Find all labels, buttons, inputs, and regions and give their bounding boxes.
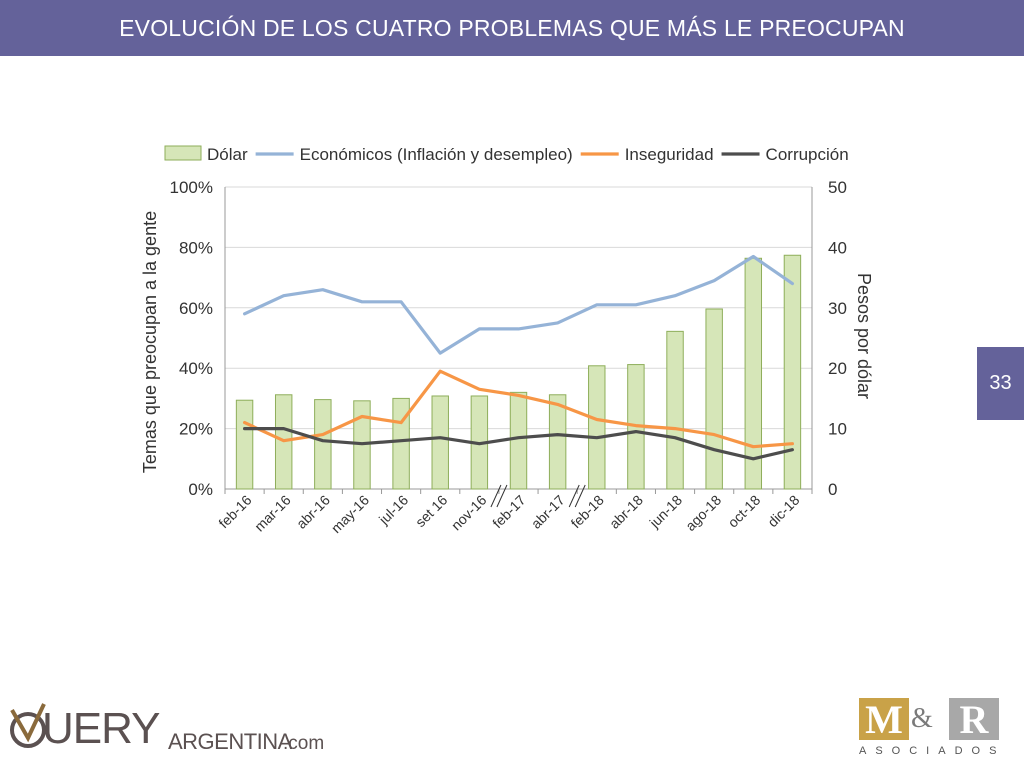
bar-dolar xyxy=(666,330,684,490)
x-tick-label: mar-16 xyxy=(251,492,294,535)
legend-label: Económicos (Inflación y desempleo) xyxy=(300,145,573,164)
page-title-bar: EVOLUCIÓN DE LOS CUATRO PROBLEMAS QUE MÁ… xyxy=(0,0,1024,56)
x-tick-label: jul-16 xyxy=(375,492,411,528)
bar-dolar xyxy=(783,254,802,490)
legend-swatch-dolar xyxy=(164,145,202,161)
x-tick-label: abr-18 xyxy=(606,492,646,532)
legend-label: Dólar xyxy=(207,145,248,164)
q-logo-icon xyxy=(10,703,46,748)
bar-dolar xyxy=(235,399,254,490)
mr-logo-m: M xyxy=(859,697,909,742)
y-axis-title: Temas que preocupan a la gente xyxy=(140,211,160,473)
mr-logo-subtitle: ASOCIADOS xyxy=(859,745,1006,757)
axis-break-mark xyxy=(490,484,502,508)
x-tick-label: ago-18 xyxy=(682,492,724,534)
bar-dolar xyxy=(392,397,410,490)
page-title: EVOLUCIÓN DE LOS CUATRO PROBLEMAS QUE MÁ… xyxy=(119,14,905,41)
dotcom-wordmark: .com xyxy=(283,733,325,754)
x-tick-label: set 16 xyxy=(412,492,450,530)
x-tick-label: abr-16 xyxy=(293,492,333,532)
axis-break-mark xyxy=(568,484,580,508)
x-tick-label: nov-16 xyxy=(448,492,490,534)
legend-label: Inseguridad xyxy=(625,145,714,164)
y-tick-label: 60% xyxy=(179,299,213,318)
bar-dolar xyxy=(705,308,723,490)
y-tick-label: 20% xyxy=(179,420,213,439)
bar-dolar xyxy=(431,395,449,490)
x-tick-label: feb-16 xyxy=(215,492,255,532)
query-argentina-logo: UERY ARGENTINA .com xyxy=(8,702,338,762)
mr-logo-r: R xyxy=(949,697,999,742)
bar-dolar xyxy=(744,257,763,490)
bar-dolar xyxy=(588,365,606,490)
mr-logo-ampersand: & xyxy=(911,703,933,734)
y-tick-label: 40% xyxy=(179,359,213,378)
y-tick-label: 100% xyxy=(170,178,213,197)
axis-break-mark xyxy=(496,484,508,508)
y2-tick-label: 20 xyxy=(828,359,847,378)
page-number-tab: 33 xyxy=(977,347,1024,420)
bar-dolar xyxy=(509,391,528,490)
x-tick-label: dic-18 xyxy=(764,492,802,530)
x-tick-label: oct-18 xyxy=(725,492,764,531)
y-tick-label: 0% xyxy=(188,480,213,499)
y2-tick-label: 40 xyxy=(828,238,847,257)
line-corrupcion xyxy=(243,427,795,461)
chart-legend: Dólar Económicos (Inflación y desempleo) I… xyxy=(164,145,849,164)
bar-dolar xyxy=(314,399,332,490)
chart-bars xyxy=(235,254,802,490)
query-wordmark: UERY xyxy=(42,704,160,753)
legend-label: Corrupción xyxy=(766,145,849,164)
y2-tick-label: 50 xyxy=(828,178,847,197)
line-inseguridad xyxy=(243,369,795,449)
y2-tick-label: 0 xyxy=(828,480,837,499)
y2-tick-label: 30 xyxy=(828,299,847,318)
y2-axis-title: Pesos por dólar xyxy=(854,273,874,399)
bar-dolar xyxy=(548,394,567,490)
page-number: 33 xyxy=(989,372,1012,394)
chart-lines xyxy=(243,254,795,461)
x-tick-label: jun-18 xyxy=(646,492,686,532)
x-tick-label: abr-17 xyxy=(528,492,568,532)
axis-break-mark xyxy=(574,484,586,508)
line-economicos xyxy=(243,254,795,355)
argentina-wordmark: ARGENTINA xyxy=(168,729,292,754)
y-tick-label: 80% xyxy=(179,238,213,257)
x-tick-label: may-16 xyxy=(328,492,372,536)
mr-asociados-logo: M & R ASOCIADOS xyxy=(857,693,1007,763)
y2-tick-label: 10 xyxy=(828,420,847,439)
